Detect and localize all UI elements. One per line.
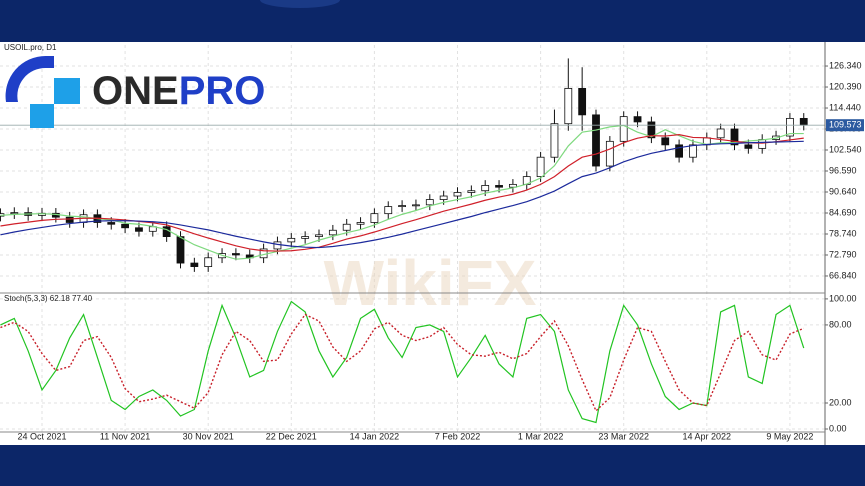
- x-tick-label: 7 Feb 2022: [435, 431, 481, 441]
- indicator-line: [0, 300, 805, 424]
- x-tick-label: 9 May 2022: [766, 431, 813, 441]
- candle-body: [190, 262, 199, 267]
- candle-body: [605, 140, 614, 167]
- symbol-label: USOIL.pro, D1: [4, 43, 57, 52]
- candle-body: [384, 206, 393, 215]
- y-tick-label: 114.440: [829, 102, 861, 112]
- x-tick-label: 1 Mar 2022: [518, 431, 564, 441]
- y-tick-label: 84.690: [829, 207, 857, 217]
- indicator-line: [0, 313, 805, 412]
- x-tick-label: 30 Nov 2021: [183, 431, 234, 441]
- logo-square: [54, 78, 80, 104]
- chart-area: [0, 42, 865, 445]
- candle-body: [619, 116, 628, 142]
- y-tick-label: 66.840: [829, 270, 857, 280]
- candle-body: [453, 192, 462, 197]
- candle-body: [744, 144, 753, 149]
- candle-body: [65, 216, 74, 223]
- y-tick-label: 100.00: [829, 293, 857, 303]
- candle-body: [578, 88, 587, 116]
- candle-body: [315, 234, 323, 238]
- candle-body: [328, 229, 337, 236]
- y-tick-label: 120.390: [829, 81, 862, 91]
- candle-body: [675, 144, 683, 158]
- candle-body: [786, 117, 794, 137]
- candle-body: [467, 190, 476, 193]
- y-tick-label: 102.540: [829, 144, 862, 154]
- candle-body: [176, 236, 185, 264]
- last-price-label: 109.573: [829, 120, 862, 130]
- logo: ONEPRO: [5, 55, 265, 128]
- indicator-line: [0, 124, 804, 260]
- last-price-box: [826, 119, 864, 132]
- candle-body: [135, 227, 143, 232]
- indicator-line: [0, 140, 804, 249]
- candle-body: [716, 128, 725, 139]
- candle-body: [799, 117, 808, 126]
- candle-body: [356, 222, 365, 225]
- x-tick-label: 14 Jan 2022: [350, 431, 400, 441]
- logo-text: ONEPRO: [92, 69, 265, 113]
- candle-body: [273, 241, 282, 250]
- plot: [0, 58, 825, 424]
- candle-body: [536, 156, 545, 178]
- candle-body: [342, 223, 351, 231]
- candle-body: [439, 195, 448, 200]
- candle-body: [107, 222, 116, 225]
- indicator-label: Stoch(5,3,3) 62.18 77.40: [4, 294, 93, 303]
- watermark: WikiFX: [324, 247, 537, 319]
- y-tick-label: 72.790: [829, 249, 857, 259]
- x-tick-label: 23 Mar 2022: [598, 431, 649, 441]
- candle-body: [121, 223, 129, 229]
- y-tick-label: 80.00: [829, 319, 852, 329]
- y-tick-label: 126.340: [829, 60, 862, 70]
- y-tick-label: 78.740: [829, 228, 857, 238]
- candle-body: [633, 116, 642, 123]
- candle-body: [495, 185, 503, 188]
- candle-body: [564, 88, 573, 125]
- logo-square: [30, 104, 54, 128]
- y-tick-label: 90.640: [829, 186, 857, 196]
- candle-body: [301, 236, 310, 239]
- candle-body: [661, 137, 670, 146]
- x-tick-label: 24 Oct 2021: [17, 431, 66, 441]
- logo-arc: [5, 55, 54, 102]
- candle-body: [162, 226, 171, 238]
- x-tick-label: 22 Dec 2021: [266, 431, 317, 441]
- candle-body: [204, 257, 213, 267]
- y-tick-label: 96.590: [829, 165, 857, 175]
- candle-body: [287, 237, 296, 243]
- candle-body: [508, 183, 517, 188]
- x-tick-label: 14 Apr 2022: [683, 431, 732, 441]
- candle-body: [412, 204, 420, 207]
- candle-body: [730, 128, 739, 146]
- y-tick-label: 0.00: [829, 423, 847, 433]
- candle-body: [10, 212, 19, 215]
- candle-body: [231, 253, 240, 256]
- candle-body: [481, 185, 490, 192]
- candle-body: [398, 205, 407, 208]
- candle-body: [592, 114, 600, 167]
- candle-body: [425, 199, 434, 206]
- logo-pro: PRO: [179, 69, 266, 113]
- candle-body: [647, 121, 656, 139]
- y-tick-label: 20.00: [829, 397, 852, 407]
- candle-body: [758, 139, 767, 149]
- x-tick-label: 11 Nov 2021: [100, 431, 150, 441]
- candle-body: [550, 123, 559, 158]
- candle-body: [689, 144, 697, 158]
- frame-bump: [260, 0, 340, 8]
- candle-body: [370, 213, 379, 223]
- logo-one: ONE: [92, 69, 179, 113]
